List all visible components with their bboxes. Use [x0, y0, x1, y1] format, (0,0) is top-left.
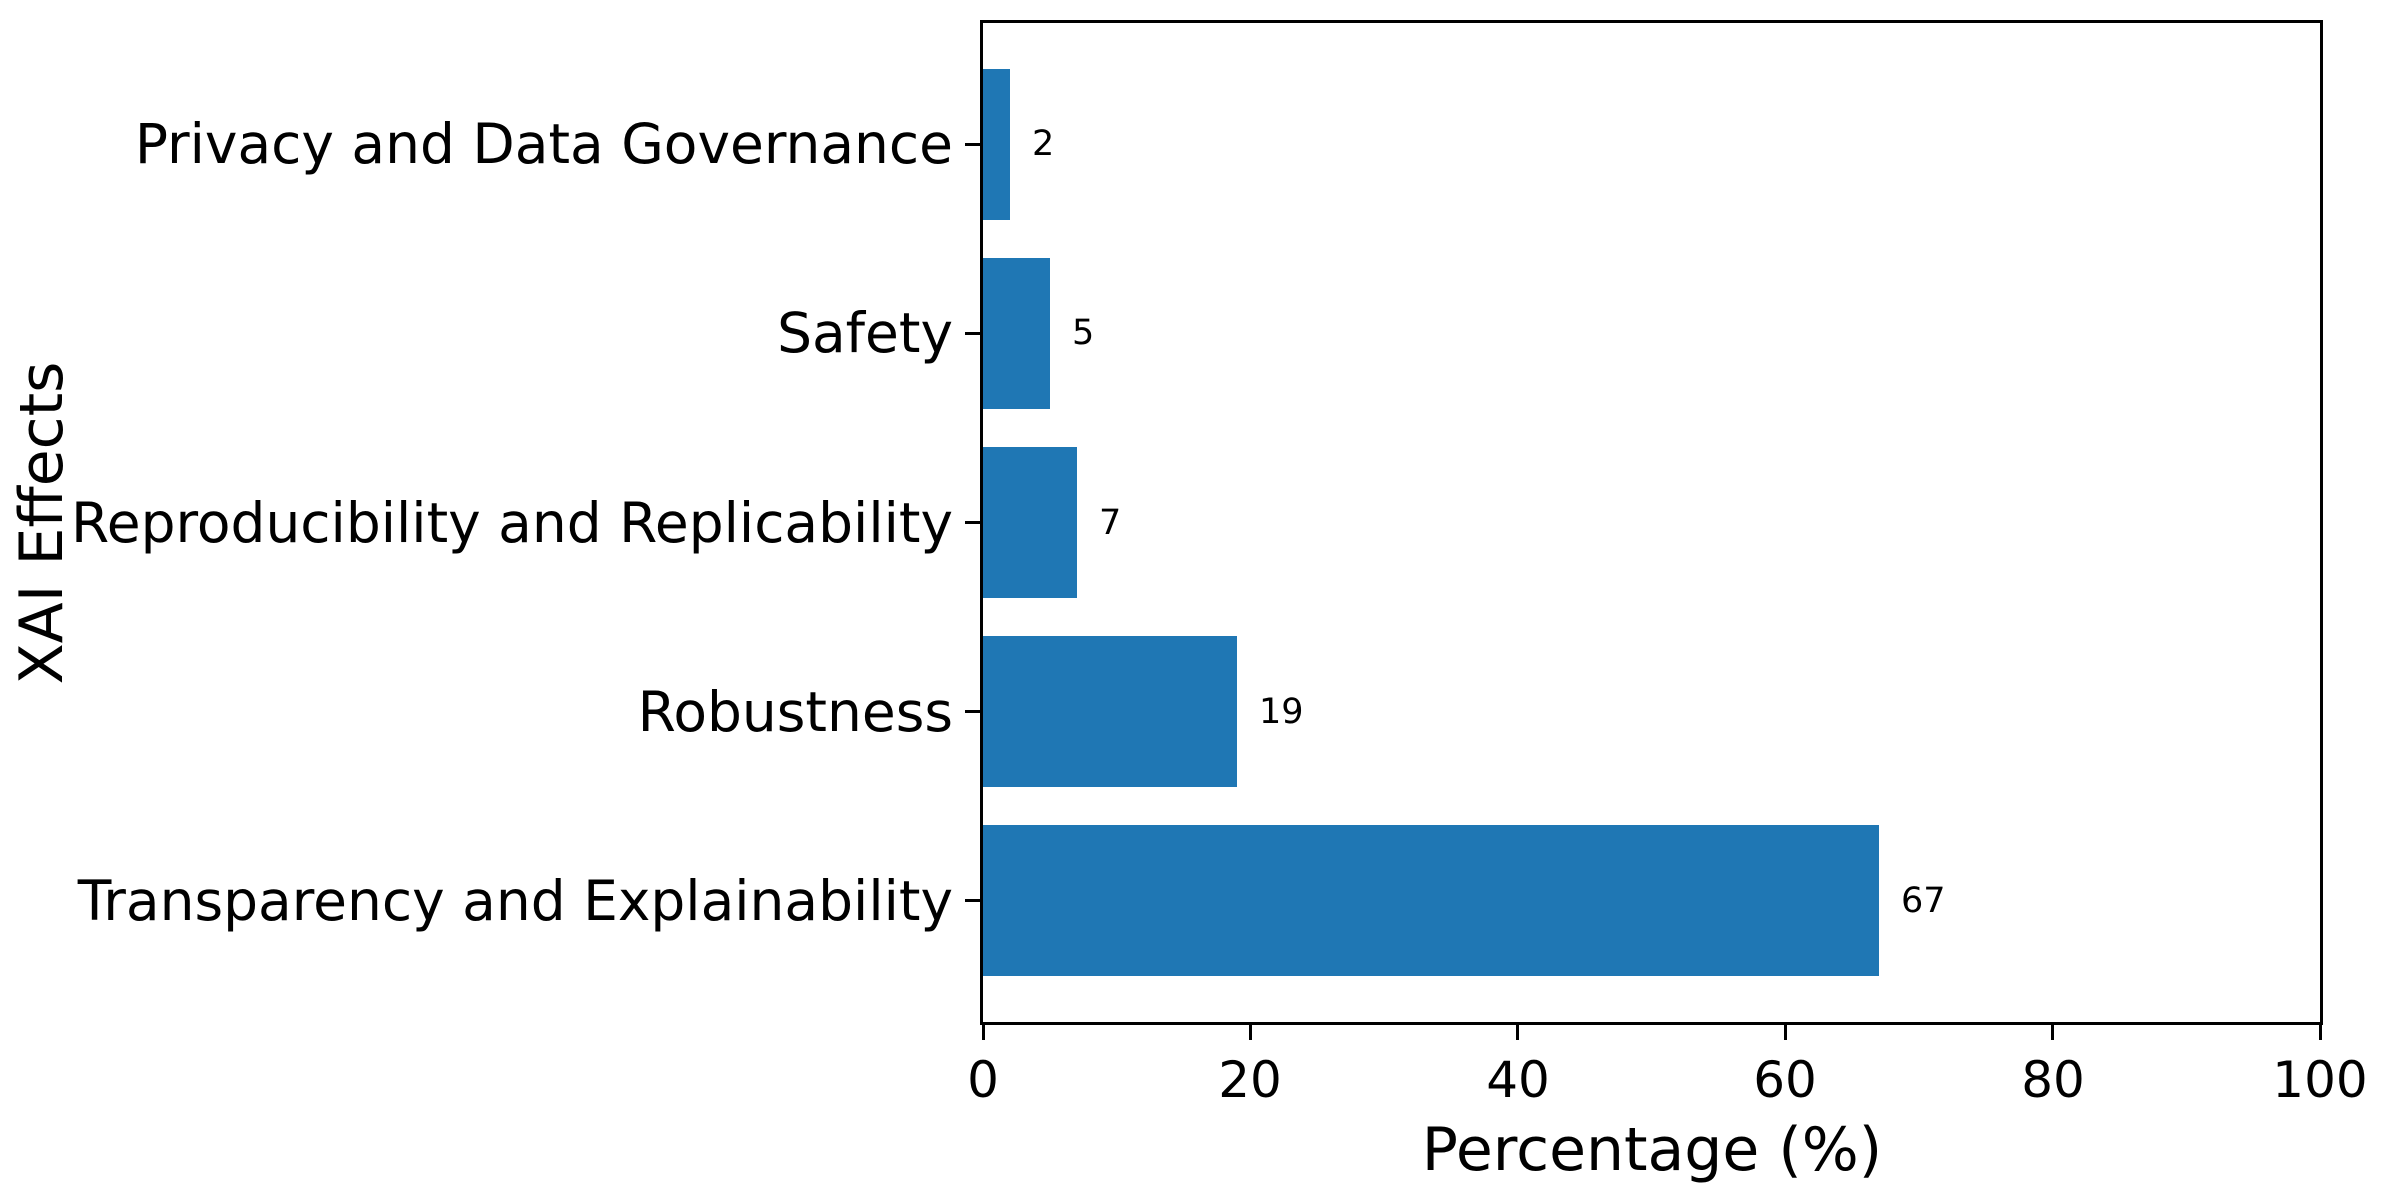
y-tick-label-robustness: Robustness	[637, 680, 953, 744]
x-tick-label-60: 60	[1753, 1051, 1817, 1109]
x-tick-label-20: 20	[1218, 1051, 1282, 1109]
bar-transparency-and-explainability	[983, 825, 1879, 976]
bar-value-label-safety: 5	[1072, 313, 1095, 353]
x-tick-mark	[1249, 1024, 1252, 1040]
bar-value-label-reproducibility-and-replicability: 7	[1099, 503, 1122, 543]
bar-value-label-robustness: 19	[1259, 692, 1304, 732]
x-tick-mark	[982, 1024, 985, 1040]
bar-safety	[983, 258, 1050, 409]
bar-robustness	[983, 636, 1237, 787]
y-tick-mark	[965, 143, 981, 146]
bar-value-label-privacy-and-data-governance: 2	[1032, 124, 1055, 164]
x-tick-mark	[1784, 1024, 1787, 1040]
x-tick-label-0: 0	[967, 1051, 999, 1109]
x-axis-title: Percentage (%)	[1421, 1115, 1883, 1185]
y-tick-label-transparency-and-explainability: Transparency and Explainability	[77, 869, 953, 933]
bar-reproducibility-and-replicability	[983, 447, 1077, 598]
y-tick-mark	[965, 521, 981, 524]
x-tick-mark	[2319, 1024, 2322, 1040]
y-tick-label-reproducibility-and-replicability: Reproducibility and Replicability	[70, 491, 953, 555]
bar-value-label-transparency-and-explainability: 67	[1901, 881, 1946, 921]
y-tick-label-safety: Safety	[777, 301, 953, 365]
bar-privacy-and-data-governance	[983, 69, 1010, 220]
y-tick-mark	[965, 332, 981, 335]
y-tick-mark	[965, 710, 981, 713]
x-tick-label-80: 80	[2021, 1051, 2085, 1109]
x-tick-label-40: 40	[1486, 1051, 1550, 1109]
y-axis-title: XAI Effects	[7, 361, 77, 685]
y-tick-label-privacy-and-data-governance: Privacy and Data Governance	[134, 112, 953, 176]
y-tick-mark	[965, 899, 981, 902]
x-tick-label-100: 100	[2272, 1051, 2368, 1109]
x-tick-mark	[1516, 1024, 1519, 1040]
x-tick-mark	[2051, 1024, 2054, 1040]
